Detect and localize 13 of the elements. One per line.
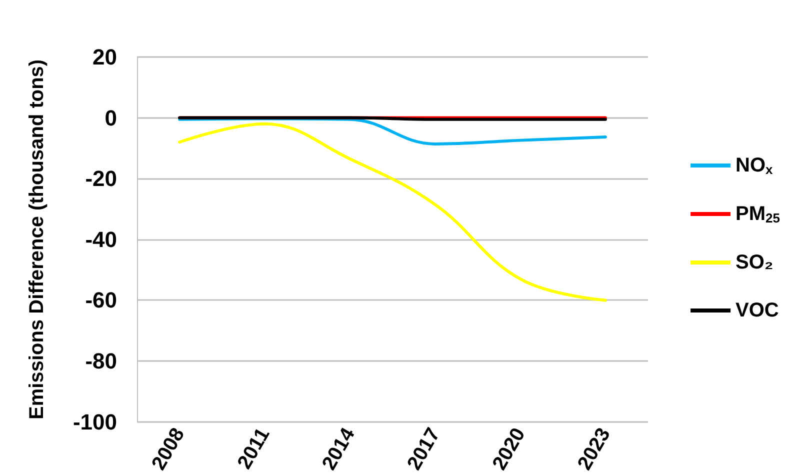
y-tick-label: -40 [85,226,117,252]
y-tick-label: -80 [85,348,117,374]
legend-label: SO₂ [736,252,774,274]
legend-label: NOx [736,154,774,177]
legend-label: PM25 [736,203,780,226]
legend-label: VOC [736,300,779,322]
y-tick-label: 20 [92,44,117,70]
y-tick-label: -20 [85,166,117,192]
y-tick-label: -100 [72,409,117,434]
y-axis-title: Emissions Difference (thousand tons) [26,59,48,420]
y-tick-label: -60 [85,288,117,313]
line-series [178,122,607,302]
y-tick-label: 0 [104,105,117,130]
